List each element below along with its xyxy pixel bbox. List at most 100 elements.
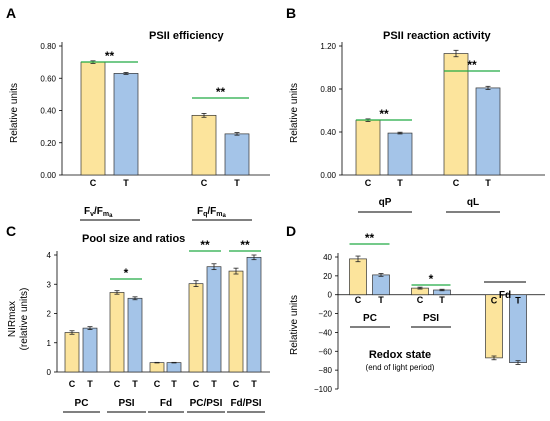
panel-d-group-3-label: Fd — [499, 290, 511, 301]
panel-c-letter: C — [6, 223, 16, 239]
panel-c-ylabel-line2: (relative units) — [19, 288, 30, 351]
panel-c-group-5-significance-mark: ** — [240, 238, 250, 252]
panel-d-group-2-label: PSI — [423, 313, 439, 324]
panel-c-group-5-series-label: C — [233, 379, 240, 389]
panel-d-group-2-series-label: C — [417, 295, 424, 305]
panel-d-y-tick-label: −100 — [314, 385, 333, 394]
panel-b-y-tick-label: 0.40 — [320, 128, 336, 137]
panel-d-group-1-bar-T — [372, 274, 390, 296]
panel-b-group-2-bar-C — [443, 53, 469, 176]
panel-a-title: PSII efficiency — [149, 30, 224, 42]
panel-a-y-tick-label: 0.40 — [40, 107, 56, 116]
panel-b-group-1-significance-mark: ** — [379, 107, 389, 121]
panel-a-group-1-bar-C — [80, 61, 106, 176]
panel-a-letter: A — [6, 5, 16, 21]
panel-a-group-2-significance-mark: ** — [216, 85, 226, 99]
panel-b-y-tick-label: 1.20 — [320, 42, 336, 51]
panel-c-group-1-bar-C — [64, 332, 80, 373]
panel-b-group-1-series-label: C — [365, 178, 372, 188]
panel-c-group-4-series-label: T — [211, 379, 217, 389]
panel-b-group-2-series-label: T — [485, 178, 491, 188]
panel-d-group-3-series-label: C — [491, 296, 498, 306]
panel-c-group-2-series-label: T — [132, 379, 138, 389]
panel-b-group-2-significance-mark: ** — [467, 58, 477, 72]
panel-c-y-tick-label: 1 — [47, 339, 52, 348]
panel-d-group-1-bar-C — [349, 258, 367, 296]
panel-a-y-tick-label: 0.00 — [40, 171, 56, 180]
panel-d-y-tick-label: −20 — [318, 310, 332, 319]
panel-c-group-3-series-label: C — [154, 379, 161, 389]
panel-d-group-1-series-label: C — [355, 295, 362, 305]
panel-b-y-tick-label: 0.80 — [320, 85, 336, 94]
panel-d-y-tick-label: −80 — [318, 366, 332, 375]
panel-a-group-1-series-label: C — [90, 178, 97, 188]
panel-d-group-1-significance-mark: ** — [365, 231, 375, 245]
panel-b-ylabel: Relative units — [289, 83, 300, 143]
panel-a-group-label-1: Fv/Fma — [84, 206, 113, 219]
panel-d-title: Redox state — [369, 349, 431, 361]
panel-c-group-3-series-label: T — [171, 379, 177, 389]
panel-d-group-2-significance-mark: * — [429, 272, 434, 286]
panel-c-group-2-bar-T — [127, 297, 143, 373]
panel-c-group-2-bar-C — [109, 292, 125, 373]
panel-a-group-2-bar-T — [224, 133, 250, 176]
panel-d-group-2-series-label: T — [439, 295, 445, 305]
panel-b-group-1-bar-C — [355, 119, 381, 176]
panel-c-group-4-bar-C — [188, 283, 204, 373]
panel-b-group-1-label: qP — [379, 197, 392, 208]
panel-a-group-2-series-label: C — [201, 178, 208, 188]
panel-a-group-1-bar-T — [113, 73, 139, 176]
panel-a-y-tick-label: 0.20 — [40, 139, 56, 148]
panel-d-subtitle: (end of light period) — [366, 363, 435, 372]
panel-c-y-tick-label: 2 — [47, 310, 52, 319]
panel-d-y-tick-label: 40 — [323, 253, 332, 262]
panel-d-y-tick-label: −40 — [318, 328, 332, 337]
panel-c-group-5-bar-C — [228, 270, 244, 373]
panel-c-group-2-series-label: C — [114, 379, 121, 389]
panel-a-y-tick-label: 0.80 — [40, 42, 56, 51]
panel-c-group-4-bar-T — [206, 266, 222, 373]
panel-c-y-tick-label: 0 — [47, 368, 52, 377]
panel-c-group-2-label: PSI — [118, 398, 134, 409]
panel-b-group-2-label: qL — [467, 197, 479, 208]
panel-d-group-1-label: PC — [363, 313, 377, 324]
panel-d-letter: D — [286, 223, 296, 239]
panel-c-group-3-bar-C — [149, 362, 165, 373]
panel-c-ylabel-line1: NIRmax — [7, 301, 18, 337]
panel-c-y-tick-label: 4 — [47, 251, 52, 260]
panel-d-y-tick-label: −60 — [318, 347, 332, 356]
panel-c-group-4-significance-mark: ** — [200, 238, 210, 252]
panel-c-group-5-series-label: T — [251, 379, 257, 389]
panel-d-group-3-series-label: T — [515, 296, 521, 306]
panel-a-group-1-series-label: T — [123, 178, 129, 188]
panel-a-group-label-2: Fq/Fma — [197, 206, 227, 219]
panel-c-group-5-bar-T — [246, 256, 262, 373]
panel-d-y-tick-label: 0 — [328, 291, 333, 300]
panel-a-y-tick-label: 0.60 — [40, 74, 56, 83]
panel-a-group-2-series-label: T — [234, 178, 240, 188]
panel-b-group-1-series-label: T — [397, 178, 403, 188]
panel-c-group-1-series-label: C — [69, 379, 76, 389]
panel-c-group-3-bar-T — [166, 362, 182, 373]
panel-c-group-1-label: PC — [75, 398, 89, 409]
panel-c-group-1-series-label: T — [87, 379, 93, 389]
panel-d-group-1-series-label: T — [378, 295, 384, 305]
panel-c-y-tick-label: 3 — [47, 280, 52, 289]
panel-b-group-1-bar-T — [387, 132, 413, 176]
panel-b-group-2-bar-T — [475, 87, 501, 176]
panel-c-group-3-label: Fd — [160, 398, 172, 409]
panel-b-group-2-series-label: C — [453, 178, 460, 188]
panel-a-group-1-significance-mark: ** — [105, 49, 115, 63]
panel-d-ylabel: Relative units — [289, 295, 300, 355]
panel-c-group-2-significance-mark: * — [124, 266, 129, 280]
panel-a-ylabel: Relative units — [9, 83, 20, 143]
panel-b-y-tick-label: 0.00 — [320, 171, 336, 180]
panel-b-title: PSII reaction activity — [383, 30, 491, 42]
panel-d-y-tick-label: 20 — [323, 272, 332, 281]
panel-c-group-4-label: PC/PSI — [190, 398, 223, 409]
panel-c-group-1-bar-T — [82, 327, 98, 373]
panel-c-group-5-label: Fd/PSI — [230, 398, 261, 409]
panel-c-group-4-series-label: C — [193, 379, 200, 389]
panel-a-group-2-bar-C — [191, 114, 217, 176]
